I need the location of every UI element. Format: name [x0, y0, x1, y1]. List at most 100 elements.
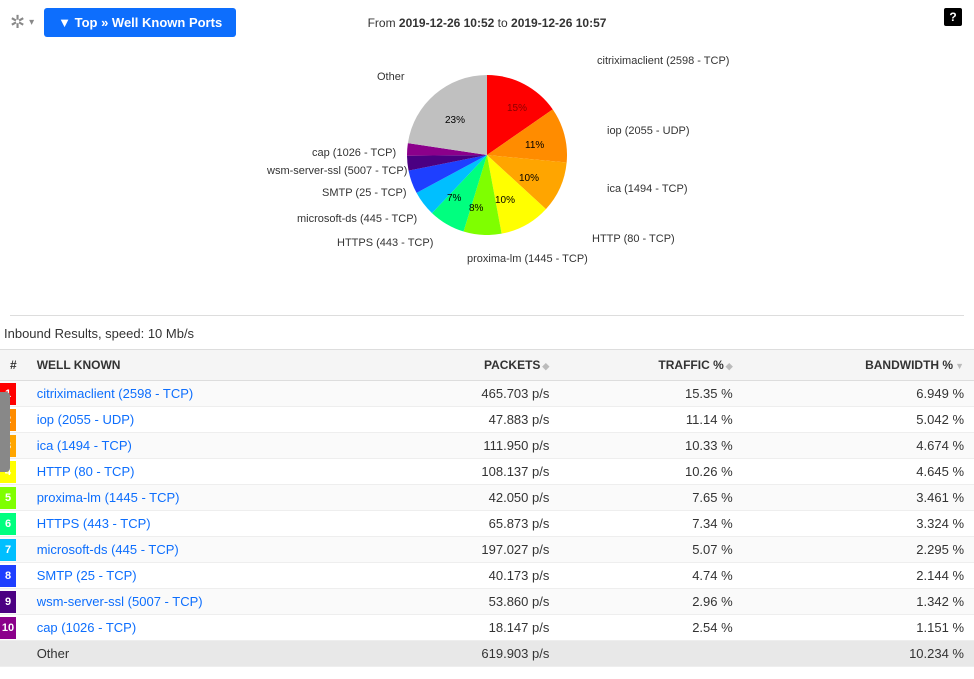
pie-chart: citriximaclient (2598 - TCP) 15% iop (2055… [207, 55, 767, 295]
row-traffic: 11.14 % [559, 407, 742, 433]
row-bandwidth: 3.461 % [743, 485, 974, 511]
col-packets-label: PACKETS [484, 358, 540, 372]
chevron-down-icon[interactable]: ▾ [29, 17, 34, 28]
col-wellknown[interactable]: WELL KNOWN [27, 350, 389, 381]
pie-pct-label: 23% [445, 115, 465, 126]
pie-label: HTTP (80 - TCP) [592, 233, 675, 245]
row-packets: 108.137 p/s [388, 459, 559, 485]
col-idx[interactable]: # [0, 350, 27, 381]
row-traffic: 4.74 % [559, 563, 742, 589]
date-range-label: From 2019-12-26 10:52 to 2019-12-26 10:5… [368, 16, 607, 30]
row-bandwidth: 4.674 % [743, 433, 974, 459]
port-link[interactable]: SMTP (25 - TCP) [37, 568, 137, 583]
date-from: 2019-12-26 10:52 [399, 16, 494, 30]
pie-label: SMTP (25 - TCP) [322, 187, 407, 199]
row-traffic: 10.33 % [559, 433, 742, 459]
row-packets: 18.147 p/s [388, 615, 559, 641]
pie-label: citriximaclient (2598 - TCP) [597, 55, 729, 67]
col-wellknown-label: WELL KNOWN [37, 358, 121, 372]
pie-label: iop (2055 - UDP) [607, 125, 690, 137]
port-link[interactable]: cap (1026 - TCP) [37, 620, 136, 635]
row-packets: 619.903 p/s [388, 641, 559, 667]
sort-icon: ◆ [726, 361, 733, 371]
row-traffic: 10.26 % [559, 459, 742, 485]
sort-icon: ▼ [955, 361, 964, 371]
pie-pct-label: 15% [507, 103, 527, 114]
row-name: cap (1026 - TCP) [27, 615, 389, 641]
port-link[interactable]: ica (1494 - TCP) [37, 438, 132, 453]
pie-pct-label: 10% [519, 173, 539, 184]
pie-pct-label: 11% [525, 140, 544, 151]
pie-label: HTTPS (443 - TCP) [337, 237, 433, 249]
row-packets: 40.173 p/s [388, 563, 559, 589]
pie-pct-label: 7% [447, 193, 461, 204]
top-bar: ✲ ▾ ▼ Top » Well Known Ports From 2019-1… [0, 0, 974, 45]
row-traffic: 7.34 % [559, 511, 742, 537]
date-prefix: From [368, 16, 399, 30]
row-index: 9 [0, 589, 27, 615]
row-packets: 42.050 p/s [388, 485, 559, 511]
table-row: 7microsoft-ds (445 - TCP)197.027 p/s5.07… [0, 537, 974, 563]
row-name: HTTP (80 - TCP) [27, 459, 389, 485]
port-link[interactable]: proxima-lm (1445 - TCP) [37, 490, 180, 505]
port-link[interactable]: HTTPS (443 - TCP) [37, 516, 151, 531]
row-traffic: 15.35 % [559, 381, 742, 407]
row-bandwidth: 5.042 % [743, 407, 974, 433]
date-to: 2019-12-26 10:57 [511, 16, 606, 30]
row-name: ica (1494 - TCP) [27, 433, 389, 459]
results-title: Inbound Results, speed: 10 Mb/s [0, 316, 974, 349]
row-index: 10 [0, 615, 27, 641]
row-name: wsm-server-ssl (5007 - TCP) [27, 589, 389, 615]
port-link[interactable]: microsoft-ds (445 - TCP) [37, 542, 179, 557]
port-link[interactable]: citriximaclient (2598 - TCP) [37, 386, 194, 401]
row-packets: 53.860 p/s [388, 589, 559, 615]
table-row: 3ica (1494 - TCP)111.950 p/s10.33 %4.674… [0, 433, 974, 459]
pie-label: Other [377, 71, 405, 83]
table-row: 10 cap (1026 - TCP) 18.147 p/s2.54 %1.151 … [0, 615, 974, 641]
row-name: citriximaclient (2598 - TCP) [27, 381, 389, 407]
table-row: 6 HTTPS (443 - TCP) 65.873 p/s7.34 %3.324 … [0, 511, 974, 537]
row-name: iop (2055 - UDP) [27, 407, 389, 433]
help-icon[interactable]: ? [944, 8, 962, 26]
row-traffic [559, 641, 742, 667]
table-row: 9 wsm-server-ssl (5007 - TCP) 53.860 p/s2.… [0, 589, 974, 615]
pie-chart-area: citriximaclient (2598 - TCP) 15% iop (2055… [0, 45, 974, 315]
row-traffic: 2.54 % [559, 615, 742, 641]
row-packets: 65.873 p/s [388, 511, 559, 537]
top-ports-button[interactable]: ▼ Top » Well Known Ports [44, 8, 236, 37]
row-traffic: 7.65 % [559, 485, 742, 511]
table-row-other: Other619.903 p/s 10.234 % [0, 641, 974, 667]
port-link[interactable]: iop (2055 - UDP) [37, 412, 135, 427]
row-name: Other [27, 641, 389, 667]
row-packets: 111.950 p/s [388, 433, 559, 459]
row-bandwidth: 1.151 % [743, 615, 974, 641]
row-name: microsoft-ds (445 - TCP) [27, 537, 389, 563]
results-table: # WELL KNOWN PACKETS◆ TRAFFIC %◆ BANDWID… [0, 349, 974, 667]
row-name: HTTPS (443 - TCP) [27, 511, 389, 537]
row-packets: 197.027 p/s [388, 537, 559, 563]
row-bandwidth: 2.295 % [743, 537, 974, 563]
row-bandwidth: 1.342 % [743, 589, 974, 615]
pie-label: cap (1026 - TCP) [312, 147, 396, 159]
col-bandwidth[interactable]: BANDWIDTH %▼ [743, 350, 974, 381]
col-traffic[interactable]: TRAFFIC %◆ [559, 350, 742, 381]
col-packets[interactable]: PACKETS◆ [388, 350, 559, 381]
pie-label: ica (1494 - TCP) [607, 183, 688, 195]
row-index: 6 [0, 511, 27, 537]
port-link[interactable]: wsm-server-ssl (5007 - TCP) [37, 594, 203, 609]
row-packets: 465.703 p/s [388, 381, 559, 407]
date-mid: to [494, 16, 511, 30]
row-bandwidth: 3.324 % [743, 511, 974, 537]
row-bandwidth: 10.234 % [743, 641, 974, 667]
table-row: 2iop (2055 - UDP)47.883 p/s11.14 %5.042 … [0, 407, 974, 433]
row-traffic: 2.96 % [559, 589, 742, 615]
pie-pct-label: 10% [495, 195, 515, 206]
side-handle[interactable] [0, 392, 10, 472]
row-index: 8 [0, 563, 27, 589]
port-link[interactable]: HTTP (80 - TCP) [37, 464, 135, 479]
row-bandwidth: 2.144 % [743, 563, 974, 589]
gear-icon[interactable]: ✲ [10, 12, 25, 33]
table-row: 1citriximaclient (2598 - TCP)465.703 p/s… [0, 381, 974, 407]
row-name: proxima-lm (1445 - TCP) [27, 485, 389, 511]
row-index: 5 [0, 485, 27, 511]
